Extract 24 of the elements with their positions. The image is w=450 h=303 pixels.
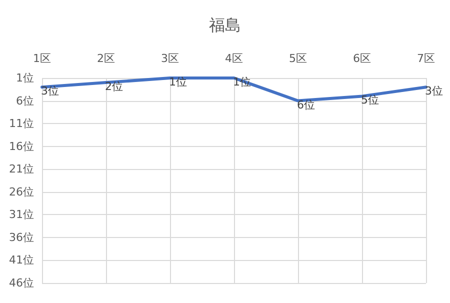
y-tick-label: 11位 — [9, 117, 34, 130]
data-label: 2位 — [105, 80, 123, 94]
data-label: 3位 — [425, 84, 443, 98]
x-tick-label: 1区 — [33, 52, 51, 65]
data-label: 1位 — [169, 76, 187, 88]
x-tick-label: 4区 — [225, 52, 243, 65]
y-tick-label: 41位 — [9, 254, 34, 267]
data-label: 6位 — [297, 98, 315, 112]
y-tick-label: 36位 — [9, 230, 34, 244]
y-tick-label: 21位 — [9, 162, 34, 176]
y-tick-label: 6位 — [16, 94, 34, 108]
data-label: 5位 — [361, 94, 379, 107]
x-tick-label: 6区 — [353, 52, 371, 65]
y-tick-label: 1位 — [16, 72, 34, 84]
x-tick-label: 3区 — [161, 52, 179, 65]
x-tick-label: 5区 — [289, 52, 307, 65]
y-tick-label: 26位 — [9, 185, 34, 198]
y-tick-label: 31位 — [9, 208, 34, 222]
x-tick-label: 2区 — [97, 52, 115, 65]
y-tick-label: 46位 — [9, 276, 34, 290]
chart-title: 福島 — [209, 16, 241, 34]
x-tick-label: 7区 — [417, 52, 435, 65]
data-label: 3位 — [41, 84, 59, 98]
y-tick-label: 16位 — [9, 140, 34, 153]
